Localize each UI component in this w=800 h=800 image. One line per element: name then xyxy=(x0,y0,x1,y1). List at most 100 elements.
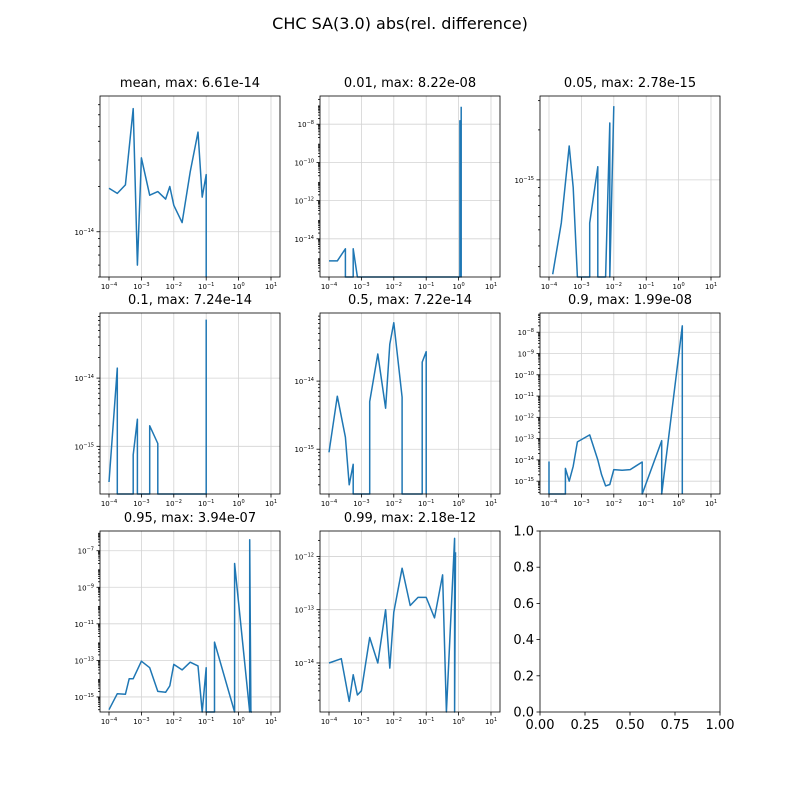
axes-frame xyxy=(99,95,281,278)
x-tick-label: 10−4 xyxy=(541,499,557,508)
x-tick-label: 101 xyxy=(485,717,497,726)
x-tick-label: 1.00 xyxy=(706,718,735,733)
axes-frame xyxy=(319,530,501,713)
axes-frame xyxy=(319,312,501,495)
x-tick-label: 10−1 xyxy=(418,717,434,726)
axes-frame xyxy=(539,312,721,495)
y-tick-label: 10−10 xyxy=(514,371,534,380)
x-tick-label: 10−4 xyxy=(101,282,117,291)
x-tick-label: 10−2 xyxy=(386,282,402,291)
y-tick-label: 10−11 xyxy=(514,392,534,401)
x-tick-label: 101 xyxy=(485,499,497,508)
x-tick-label: 0.50 xyxy=(616,718,645,733)
x-tick-label: 10−1 xyxy=(418,499,434,508)
axes-frame xyxy=(539,530,721,713)
y-tick-label: 10−7 xyxy=(78,547,94,556)
x-tick-label: 10−1 xyxy=(198,499,214,508)
y-tick-label: 0.0 xyxy=(513,706,534,721)
subplot-title: 0.05, max: 2.78e-15 xyxy=(564,76,696,91)
subplot-title: 0.95, max: 3.94e-07 xyxy=(124,511,256,526)
y-tick-label: 10−15 xyxy=(514,477,534,486)
series-line xyxy=(328,537,457,713)
axes-frame xyxy=(99,530,281,713)
x-tick-label: 10−4 xyxy=(101,717,117,726)
y-tick-label: 10−15 xyxy=(74,693,94,702)
y-tick-label: 10−15 xyxy=(74,442,94,451)
x-tick-label: 101 xyxy=(705,499,717,508)
x-tick-label: 101 xyxy=(265,282,277,291)
y-tick-label: 10−15 xyxy=(294,445,314,454)
y-tick-label: 10−14 xyxy=(294,377,314,386)
x-tick-label: 0.00 xyxy=(526,718,555,733)
x-tick-label: 101 xyxy=(705,282,717,291)
x-tick-label: 100 xyxy=(453,499,465,508)
y-tick-label: 10−14 xyxy=(294,659,314,668)
subplot-2: 10−4 10−3 10−2 10−1 100 101 10−14 10−12 10−10 10−… xyxy=(294,76,501,291)
x-tick-label: 10−1 xyxy=(198,717,214,726)
y-tick-label: 10−9 xyxy=(78,583,94,592)
y-tick-label: 0.4 xyxy=(513,633,534,648)
y-tick-label: 10−13 xyxy=(74,656,94,665)
subplot-5: 10−4 10−3 10−2 10−1 100 101 10−15 10−14 0.5, max… xyxy=(294,293,501,508)
x-tick-label: 10−2 xyxy=(166,499,182,508)
series-line xyxy=(548,325,684,495)
y-tick-label: 0.6 xyxy=(513,597,534,612)
subplot-title: 0.5, max: 7.22e-14 xyxy=(348,293,472,308)
x-tick-label: 10−4 xyxy=(541,282,557,291)
x-tick-label: 100 xyxy=(453,282,465,291)
x-tick-label: 10−3 xyxy=(133,717,149,726)
y-tick-label: 10−10 xyxy=(294,158,314,167)
x-tick-label: 101 xyxy=(485,282,497,291)
subplot-8: 10−4 10−3 10−2 10−1 100 101 10−14 10−13 10−12 0.9… xyxy=(294,511,501,726)
subplot-title: mean, max: 6.61e-14 xyxy=(120,76,260,91)
x-tick-label: 10−3 xyxy=(573,282,589,291)
y-tick-label: 10−13 xyxy=(514,435,534,444)
series-line xyxy=(328,321,427,495)
axes-frame xyxy=(539,95,721,278)
subplot-title: 0.99, max: 2.18e-12 xyxy=(344,511,476,526)
x-tick-label: 10−1 xyxy=(418,282,434,291)
y-tick-label: 10−8 xyxy=(518,328,534,337)
y-tick-label: 0.8 xyxy=(513,561,534,576)
x-tick-label: 10−3 xyxy=(133,282,149,291)
subplot-title: 0.9, max: 1.99e-08 xyxy=(568,293,692,308)
y-tick-label: 10−14 xyxy=(74,228,94,237)
x-tick-label: 10−1 xyxy=(638,282,654,291)
x-tick-label: 10−3 xyxy=(353,282,369,291)
y-tick-label: 0.2 xyxy=(513,669,534,684)
series-line xyxy=(329,106,462,278)
y-tick-label: 10−12 xyxy=(294,552,314,561)
x-tick-label: 10−4 xyxy=(321,717,337,726)
subplot-title: 0.1, max: 7.24e-14 xyxy=(128,293,252,308)
subplot-4: 10−4 10−3 10−2 10−1 100 101 10−15 10−14 0.1, max… xyxy=(74,293,281,508)
x-tick-label: 10−2 xyxy=(386,717,402,726)
x-tick-label: 10−1 xyxy=(638,499,654,508)
axes-frame xyxy=(99,312,281,495)
y-tick-label: 10−13 xyxy=(294,606,314,615)
y-tick-label: 10−12 xyxy=(514,413,534,422)
x-tick-label: 101 xyxy=(265,717,277,726)
series-line xyxy=(108,107,207,277)
x-tick-label: 10−3 xyxy=(353,717,369,726)
subplot-title: 0.01, max: 8.22e-08 xyxy=(344,76,476,91)
y-tick-label: 10−14 xyxy=(514,456,534,465)
y-tick-label: 10−8 xyxy=(298,120,314,129)
x-tick-label: 10−2 xyxy=(606,499,622,508)
x-tick-label: 100 xyxy=(233,717,245,726)
x-tick-label: 10−2 xyxy=(166,717,182,726)
x-tick-label: 100 xyxy=(233,282,245,291)
figure-title: CHC SA(3.0) abs(rel. difference) xyxy=(272,14,528,33)
series-line xyxy=(108,319,207,495)
x-tick-label: 101 xyxy=(265,499,277,508)
subplot-1: 10−4 10−3 10−2 10−1 100 101 10−14 mean, max: 6.… xyxy=(74,76,281,291)
x-tick-label: 10−3 xyxy=(133,499,149,508)
x-tick-label: 10−3 xyxy=(573,499,589,508)
series-line xyxy=(108,539,252,713)
x-tick-label: 100 xyxy=(453,717,465,726)
x-tick-label: 10−4 xyxy=(321,282,337,291)
x-tick-label: 10−3 xyxy=(353,499,369,508)
subplot-9: 0.00 0.25 0.50 0.75 1.00 0.0 0.2 0.4 0.6 0.8 1.0 xyxy=(513,525,734,734)
y-tick-label: 10−14 xyxy=(294,235,314,244)
y-tick-label: 10−12 xyxy=(294,197,314,206)
x-tick-label: 100 xyxy=(673,499,685,508)
